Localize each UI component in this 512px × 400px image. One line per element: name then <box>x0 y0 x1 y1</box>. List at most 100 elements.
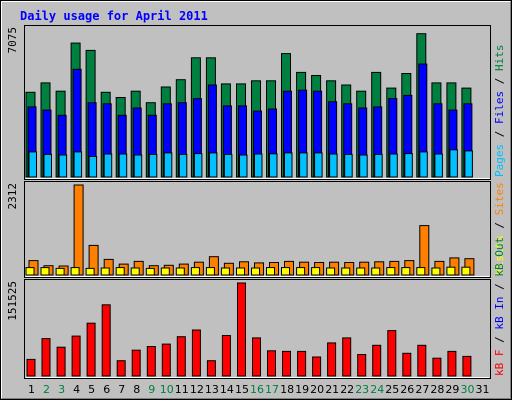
panel-top-max-label: 7075 <box>6 27 19 54</box>
bar-visits-day-6 <box>100 267 110 276</box>
x-tick-day-4: 4 <box>73 383 80 396</box>
chart-title: Daily usage for April 2011 <box>20 9 208 23</box>
x-tick-day-7: 7 <box>118 383 125 396</box>
bar-kb-f-day-15 <box>237 282 246 377</box>
series-pages <box>28 149 473 178</box>
panel-middle: 2312 Visits / Sites <box>6 181 506 278</box>
bar-pages-day-25 <box>389 153 398 178</box>
panel-middle-max-label: 2312 <box>6 183 19 210</box>
bar-pages-day-23 <box>359 154 368 178</box>
bar-visits-day-28 <box>431 267 441 276</box>
bar-kb-f-day-7 <box>116 360 126 377</box>
bar-pages-day-16 <box>254 153 263 178</box>
panel-bottom: 151525 kB F / kB In / kB Out <box>6 237 506 379</box>
x-tick-day-6: 6 <box>103 383 110 396</box>
bar-kb-f-day-8 <box>131 349 141 377</box>
bar-kb-f-day-13 <box>206 360 216 377</box>
bar-kb-f-day-2 <box>41 338 51 377</box>
bar-pages-day-21 <box>329 153 338 178</box>
bar-pages-day-15 <box>239 154 248 178</box>
bar-visits-day-9 <box>145 267 155 276</box>
bar-pages-day-18 <box>284 152 293 178</box>
bar-pages-day-22 <box>344 153 353 178</box>
bar-kb-f-day-17 <box>267 350 276 377</box>
bar-pages-day-4 <box>73 151 83 178</box>
x-tick-day-2: 2 <box>43 383 50 396</box>
legend-middle-item-2: Sites <box>493 182 506 215</box>
bar-visits-day-20 <box>311 267 321 276</box>
bar-visits-day-10 <box>160 267 170 276</box>
x-tick-day-31: 31 <box>476 383 490 396</box>
bar-pages-day-7 <box>118 153 128 178</box>
x-tick-day-11: 11 <box>175 383 189 396</box>
bar-kb-f-day-19 <box>297 350 307 377</box>
x-tick-day-21: 21 <box>325 383 339 396</box>
bar-pages-day-3 <box>58 154 68 178</box>
x-tick-day-19: 19 <box>295 383 309 396</box>
bar-visits-day-21 <box>326 267 336 276</box>
x-tick-day-16: 16 <box>250 383 264 396</box>
x-tick-day-29: 29 <box>445 383 459 396</box>
legend-bottom-item-1: / <box>493 330 506 350</box>
x-tick-day-12: 12 <box>190 383 204 396</box>
bar-pages-day-1 <box>28 151 37 178</box>
bar-kb-f-day-20 <box>312 356 322 377</box>
bar-pages-day-6 <box>103 153 113 178</box>
series-kb-f <box>26 282 472 377</box>
legend-bottom-item-2: kB In <box>493 297 506 330</box>
bar-visits-day-23 <box>356 267 366 276</box>
bar-visits-day-27 <box>416 267 426 276</box>
bar-visits-day-2 <box>40 267 50 276</box>
bar-kb-f-day-28 <box>432 357 442 377</box>
bar-visits-day-25 <box>386 267 396 276</box>
bar-pages-day-13 <box>208 152 218 178</box>
x-tick-day-8: 8 <box>133 383 140 396</box>
series-files <box>27 63 473 178</box>
legend-top-item-1: / <box>493 124 506 144</box>
panel-middle-legend: Visits / Sites <box>493 182 506 275</box>
legend-middle-item-1: / <box>493 215 506 235</box>
bar-kb-f-day-6 <box>101 304 111 377</box>
bar-pages-day-14 <box>223 153 233 178</box>
bar-kb-f-day-5 <box>86 322 96 377</box>
bar-visits-day-17 <box>266 267 275 276</box>
bar-pages-day-24 <box>374 153 383 178</box>
bar-visits-day-5 <box>85 267 95 276</box>
legend-top-item-4: Hits <box>493 45 506 72</box>
x-axis-labels: 1 2 3 4 5 6 7 8 9 10 11 12 13 14 15 16 17 18 19 20 21 22 23 24 2… <box>28 383 490 396</box>
bar-kb-f-day-22 <box>342 337 352 377</box>
bar-kb-f-day-14 <box>221 335 231 377</box>
x-tick-day-1: 1 <box>28 383 35 396</box>
x-tick-day-28: 28 <box>430 383 444 396</box>
bar-visits-day-18 <box>281 267 290 276</box>
bar-visits-day-26 <box>401 267 411 276</box>
bar-visits-day-29 <box>446 266 456 276</box>
bar-kb-f-day-21 <box>327 342 337 377</box>
bar-pages-day-12 <box>193 153 203 178</box>
legend-top-item-0: Pages <box>493 144 506 177</box>
x-tick-day-5: 5 <box>88 383 95 396</box>
x-tick-day-15: 15 <box>235 383 249 396</box>
bar-pages-day-17 <box>269 153 278 178</box>
bar-visits-day-8 <box>130 267 140 276</box>
bar-visits-day-22 <box>341 267 351 276</box>
bar-pages-day-20 <box>314 152 323 178</box>
bar-kb-f-day-12 <box>191 329 201 377</box>
bar-visits-day-24 <box>371 267 381 276</box>
bar-pages-day-11 <box>178 153 188 178</box>
bar-pages-day-5 <box>88 156 98 178</box>
legend-top-item-2: Files <box>493 91 506 124</box>
bar-kb-f-day-25 <box>387 330 397 377</box>
bar-pages-day-10 <box>163 152 173 178</box>
x-tick-day-23: 23 <box>355 383 369 396</box>
bar-visits-day-14 <box>220 267 230 276</box>
legend-bottom-item-0: kB F <box>493 350 506 377</box>
bar-pages-day-30 <box>464 150 473 178</box>
bar-visits-day-15 <box>236 267 245 276</box>
bar-pages-day-19 <box>299 152 308 178</box>
bar-kb-f-day-1 <box>26 358 36 377</box>
bar-kb-f-day-9 <box>146 346 156 377</box>
bar-visits-day-1 <box>25 267 35 276</box>
bar-pages-day-29 <box>449 149 458 178</box>
